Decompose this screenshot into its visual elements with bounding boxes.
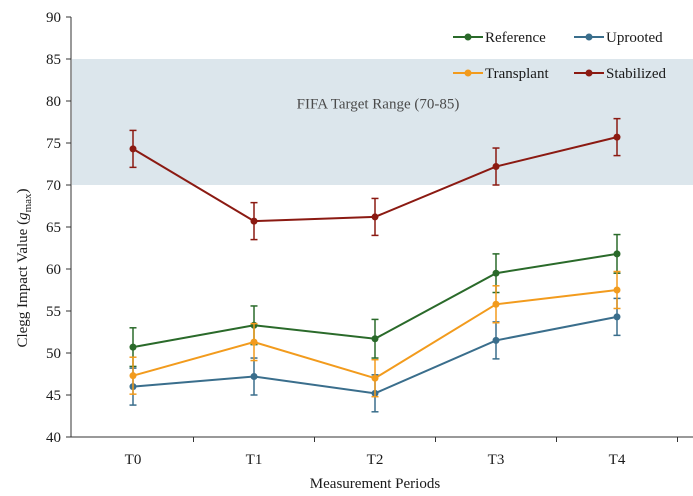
data-point <box>613 286 621 294</box>
x-tick-label: T0 <box>125 452 142 468</box>
x-tick-label: T2 <box>367 452 384 468</box>
data-point <box>250 338 258 346</box>
y-tick-label: 45 <box>46 388 61 404</box>
data-point <box>129 372 137 380</box>
legend-item-uprooted: Uprooted <box>574 30 663 46</box>
x-tick-label: T1 <box>246 452 263 468</box>
data-point <box>613 133 621 141</box>
y-tick-label: 90 <box>46 10 61 26</box>
legend-label: Transplant <box>485 66 549 82</box>
series-stabilized <box>129 117 621 241</box>
legend-swatch-marker <box>464 33 472 41</box>
legend-item-reference: Reference <box>453 30 546 46</box>
y-tick-label: 50 <box>46 346 61 362</box>
data-point <box>371 335 379 343</box>
target-band <box>72 59 693 185</box>
legend-swatch-marker <box>585 69 593 77</box>
data-point <box>250 217 258 225</box>
data-point <box>371 374 379 382</box>
legend-label: Uprooted <box>606 30 663 46</box>
x-axis-title: Measurement Periods <box>310 476 441 492</box>
y-axis-title-var: g <box>15 212 31 220</box>
y-tick-label: 70 <box>46 178 61 194</box>
y-tick-label: 80 <box>46 94 61 110</box>
y-tick-label: 40 <box>46 430 61 446</box>
series-reference <box>129 233 621 368</box>
y-tick-label: 85 <box>46 52 61 68</box>
legend-item-transplant: Transplant <box>453 66 549 82</box>
y-axis-title-prefix: Clegg Impact Value ( <box>15 220 31 348</box>
legend: Reference Uprooted Transplant Stabilized <box>453 30 666 82</box>
data-point <box>129 145 137 153</box>
data-point <box>492 336 500 344</box>
y-axis-title: Clegg Impact Value (gmax) <box>15 188 34 347</box>
legend-item-stabilized: Stabilized <box>574 66 666 82</box>
data-point <box>129 343 137 351</box>
y-axis-title-sub: max <box>22 193 34 212</box>
x-tick-label: T3 <box>488 452 505 468</box>
data-point <box>492 163 500 171</box>
target-band-layer: FIFA Target Range (70-85) <box>72 59 693 185</box>
target-band-label: FIFA Target Range (70-85) <box>297 97 460 113</box>
y-tick-label: 65 <box>46 220 61 236</box>
y-tick-label: 75 <box>46 136 61 152</box>
y-tick-label: 55 <box>46 304 61 320</box>
legend-label: Stabilized <box>606 66 666 82</box>
data-point <box>613 313 621 321</box>
data-point <box>371 213 379 221</box>
data-point <box>613 250 621 258</box>
legend-swatch-marker <box>585 33 593 41</box>
series-transplant <box>129 270 621 398</box>
data-point <box>250 373 258 381</box>
x-tick-label: T4 <box>609 452 626 468</box>
legend-label: Reference <box>485 30 546 46</box>
series-layer <box>129 117 621 413</box>
y-tick-label: 60 <box>46 262 61 278</box>
data-point <box>492 269 500 277</box>
y-axis-title-suffix: ) <box>15 188 31 193</box>
legend-swatch-marker <box>464 69 472 77</box>
data-point <box>492 300 500 308</box>
axes-layer: 40 45 50 55 60 65 70 75 80 85 90 T0 T1 T2 T3 T4 <box>46 10 693 468</box>
